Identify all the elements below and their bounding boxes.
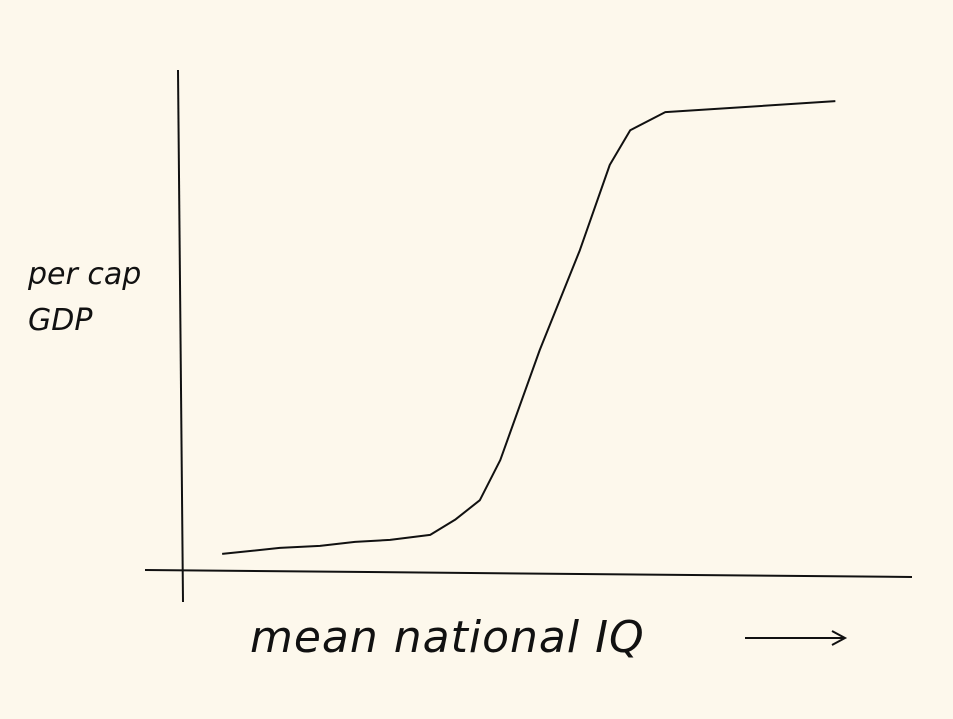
- arrow: [745, 630, 848, 646]
- x-axis-label: mean national IQ: [250, 612, 645, 663]
- y-axis: [177, 69, 184, 603]
- line: [222, 100, 836, 555]
- y-axis-label: per cap GDP: [28, 257, 142, 338]
- x-axis: [144, 569, 913, 578]
